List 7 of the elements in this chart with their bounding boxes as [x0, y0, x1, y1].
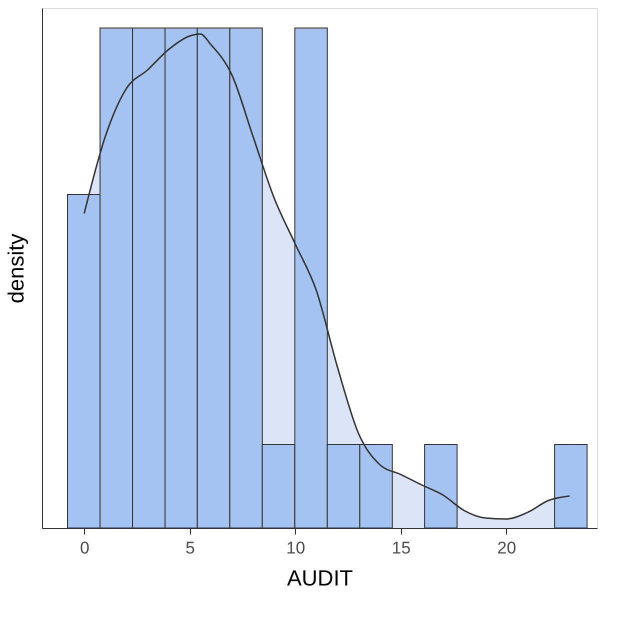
x-axis-title: AUDIT: [287, 566, 353, 590]
x-tick-label: 20: [497, 538, 516, 558]
y-axis-title: density: [4, 234, 28, 304]
x-tick-label: 15: [392, 538, 411, 558]
x-tick-label: 0: [80, 538, 90, 558]
x-tick-label: 5: [185, 538, 195, 558]
x-tick-label: 10: [286, 538, 306, 558]
